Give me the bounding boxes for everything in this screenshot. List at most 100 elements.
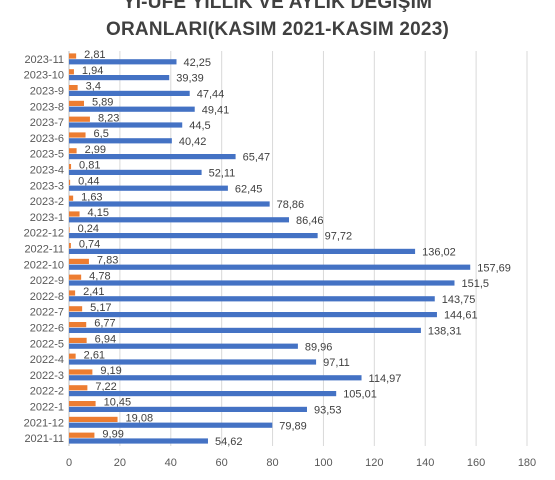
bar-monthly	[69, 179, 71, 185]
y-tick-label: 2021-12	[24, 417, 64, 429]
data-label-monthly: 7,83	[97, 255, 118, 267]
bar-monthly	[69, 322, 87, 328]
y-tick-label: 2023-4	[30, 165, 64, 177]
data-label-monthly: 2,61	[84, 349, 105, 361]
bar-monthly	[69, 211, 80, 217]
data-label-annual: 86,46	[296, 215, 324, 227]
x-tick-label: 80	[266, 457, 278, 469]
bar-monthly	[69, 258, 89, 264]
x-tick-label: 60	[216, 457, 228, 469]
data-label-annual: 157,69	[477, 262, 511, 274]
data-label-monthly: 2,81	[84, 49, 105, 61]
bar-monthly	[69, 353, 76, 359]
bar-annual	[69, 122, 183, 128]
data-label-monthly: 5,89	[92, 97, 113, 109]
data-label-monthly: 10,45	[104, 397, 132, 409]
data-label-annual: 62,45	[235, 183, 263, 195]
bar-monthly	[69, 164, 72, 170]
data-label-monthly: 0,81	[79, 160, 100, 172]
data-label-annual: 89,96	[305, 341, 333, 353]
data-label-monthly: 4,78	[89, 270, 110, 282]
data-label-annual: 144,61	[444, 310, 478, 322]
data-label-monthly: 5,17	[90, 302, 111, 314]
bar-monthly	[69, 385, 88, 391]
data-label-monthly: 7,22	[95, 381, 116, 393]
bar-monthly	[69, 337, 87, 343]
data-label-monthly: 0,24	[78, 223, 99, 235]
bar-monthly	[69, 69, 74, 75]
chart-title-line-1: Yİ-ÜFE YILLIK VE AYLIK DEĞİŞİM	[122, 0, 433, 13]
bar-annual	[69, 296, 435, 302]
bar-annual	[69, 422, 273, 428]
bar-monthly	[69, 148, 77, 154]
data-label-annual: 97,11	[323, 357, 350, 369]
data-label-monthly: 3,4	[86, 81, 101, 93]
bar-monthly	[69, 306, 83, 312]
data-label-annual: 136,02	[422, 247, 456, 259]
y-tick-label: 2022-8	[30, 291, 64, 303]
data-label-annual: 52,11	[209, 168, 236, 180]
data-label-annual: 78,86	[277, 199, 305, 211]
y-tick-label: 2021-11	[24, 433, 64, 445]
data-label-annual: 47,44	[197, 89, 225, 101]
bar-monthly	[69, 369, 93, 375]
data-label-monthly: 1,63	[81, 191, 102, 203]
data-label-annual: 79,89	[279, 420, 307, 432]
bar-annual	[69, 90, 190, 96]
data-label-annual: 114,97	[369, 373, 402, 385]
data-label-annual: 151,5	[461, 278, 489, 290]
bar-monthly	[69, 243, 71, 249]
x-tick-label: 140	[416, 457, 434, 469]
data-label-monthly: 0,74	[79, 239, 100, 251]
data-label-monthly: 6,5	[94, 128, 109, 140]
bar-annual	[69, 312, 437, 318]
bar-monthly	[69, 401, 96, 407]
x-tick-label: 160	[467, 457, 485, 469]
x-tick-label: 20	[114, 457, 126, 469]
data-label-monthly: 9,99	[102, 428, 123, 440]
y-tick-label: 2022-7	[30, 307, 64, 319]
y-tick-label: 2022-6	[30, 323, 64, 335]
y-tick-label: 2023-3	[30, 180, 64, 192]
y-tick-label: 2022-1	[30, 402, 64, 414]
data-label-annual: 54,62	[215, 436, 243, 448]
bar-monthly	[69, 85, 78, 91]
bar-annual	[69, 169, 202, 175]
y-tick-label: 2023-8	[30, 101, 64, 113]
bar-monthly	[69, 132, 86, 138]
data-label-annual: 105,01	[343, 389, 377, 401]
y-tick-label: 2023-11	[24, 54, 64, 66]
bar-annual	[69, 375, 362, 381]
bar-annual	[69, 154, 236, 160]
data-label-monthly: 6,94	[95, 334, 116, 346]
bar-annual	[69, 264, 471, 270]
bar-annual	[69, 201, 270, 207]
y-tick-label: 2022-10	[24, 259, 64, 271]
y-tick-label: 2022-3	[30, 370, 64, 382]
bar-monthly	[69, 100, 84, 106]
x-tick-label: 120	[365, 457, 383, 469]
x-tick-label: 180	[518, 457, 536, 469]
bar-monthly	[69, 416, 118, 422]
bar-monthly	[69, 290, 76, 296]
bar-monthly	[69, 195, 74, 201]
bar-annual	[69, 59, 177, 65]
bar-annual	[69, 138, 172, 144]
bar-annual	[69, 280, 455, 286]
bar-monthly	[69, 432, 95, 438]
y-tick-label: 2023-7	[30, 117, 64, 129]
y-tick-label: 2023-9	[30, 86, 64, 98]
y-tick-label: 2022-9	[30, 275, 64, 287]
bar-annual	[69, 248, 416, 254]
data-label-monthly: 0,44	[78, 176, 99, 188]
data-label-monthly: 2,99	[85, 144, 106, 156]
data-label-monthly: 1,94	[82, 65, 103, 77]
x-tick-label: 40	[165, 457, 177, 469]
bar-monthly	[69, 227, 70, 233]
bar-annual	[69, 75, 170, 81]
bar-annual	[69, 106, 195, 112]
bar-monthly	[69, 274, 82, 280]
bar-annual	[69, 185, 228, 191]
